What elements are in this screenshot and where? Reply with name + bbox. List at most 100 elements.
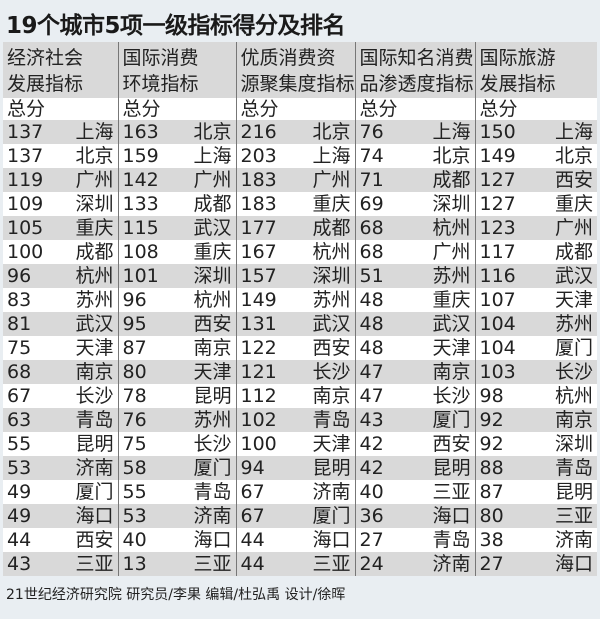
- score-cell: 105 重庆: [3, 216, 118, 240]
- score-cell: 24 济南: [354, 552, 475, 576]
- table-row: 75 天津 87 南京 122 西安 48 天津 104 厦门: [3, 336, 597, 360]
- score-value: 47: [359, 385, 384, 407]
- city-name: 重庆: [312, 193, 351, 215]
- city-name: 西安: [432, 433, 471, 455]
- city-name: 成都: [432, 169, 471, 191]
- score-cell: 51 苏州: [354, 264, 475, 288]
- score-cell: 42 昆明: [354, 456, 475, 480]
- table-row: 119 广州 142 广州 183 广州 71 成都 127 西安: [3, 168, 597, 192]
- score-value: 112: [240, 385, 277, 407]
- score-cell: 76 上海: [354, 120, 475, 144]
- table-row: 55 昆明 75 长沙 100 天津 42 西安 92 深圳: [3, 432, 597, 456]
- score-value: 107: [479, 289, 516, 311]
- score-value: 40: [122, 529, 147, 551]
- score-cell: 102 青岛: [235, 408, 355, 432]
- score-cell: 43 三亚: [3, 552, 118, 576]
- city-name: 杭州: [432, 217, 471, 239]
- score-value: 117: [479, 241, 516, 263]
- score-value: 83: [7, 289, 32, 311]
- header-line: 国际旅游: [479, 47, 556, 69]
- score-cell: 101 深圳: [117, 264, 236, 288]
- score-cell: 74 北京: [354, 144, 475, 168]
- city-name: 西安: [554, 169, 593, 191]
- table-row: 96 杭州 101 深圳 157 深圳 51 苏州 116 武汉: [3, 264, 597, 288]
- score-value: 121: [240, 361, 277, 383]
- total-score-label: 总分: [474, 98, 597, 120]
- score-cell: 183 广州: [235, 168, 355, 192]
- score-value: 159: [122, 145, 159, 167]
- score-cell: 122 西安: [235, 336, 355, 360]
- score-cell: 177 成都: [235, 216, 355, 240]
- city-name: 厦门: [432, 409, 471, 431]
- score-cell: 40 海口: [117, 528, 236, 552]
- city-name: 厦门: [312, 505, 351, 527]
- score-value: 96: [7, 265, 32, 287]
- score-value: 42: [359, 457, 384, 479]
- score-cell: 44 三亚: [235, 552, 355, 576]
- score-cell: 75 长沙: [117, 432, 236, 456]
- city-name: 广州: [432, 241, 471, 263]
- city-name: 南京: [75, 361, 114, 383]
- score-cell: 123 广州: [474, 216, 597, 240]
- column-header: 国际知名消费 品渗透度指标: [354, 42, 475, 98]
- table-row: 137 北京 159 上海 203 上海 74 北京 149 北京: [3, 144, 597, 168]
- city-name: 南京: [554, 409, 593, 431]
- city-name: 深圳: [312, 265, 351, 287]
- score-value: 104: [479, 313, 516, 335]
- table-row: 53 济南 58 厦门 94 昆明 42 昆明 88 青岛: [3, 456, 597, 480]
- table-row: 100 成都 108 重庆 167 杭州 68 广州 117 成都: [3, 240, 597, 264]
- city-name: 上海: [193, 145, 232, 167]
- score-cell: 68 杭州: [354, 216, 475, 240]
- city-name: 武汉: [554, 265, 593, 287]
- score-value: 67: [7, 385, 32, 407]
- score-cell: 44 西安: [3, 528, 118, 552]
- score-value: 55: [7, 433, 32, 455]
- score-cell: 80 天津: [117, 360, 236, 384]
- score-value: 100: [240, 433, 277, 455]
- city-name: 西安: [75, 529, 114, 551]
- city-name: 济南: [75, 457, 114, 479]
- score-cell: 159 上海: [117, 144, 236, 168]
- table-row: 49 海口 53 济南 67 厦门 36 海口 80 三亚: [3, 504, 597, 528]
- score-cell: 49 海口: [3, 504, 118, 528]
- city-name: 广州: [312, 169, 351, 191]
- score-cell: 163 北京: [117, 120, 236, 144]
- city-name: 北京: [193, 121, 232, 143]
- score-value: 63: [7, 409, 32, 431]
- score-value: 27: [479, 553, 504, 575]
- subheader-row: 总分 总分 总分 总分 总分: [3, 98, 597, 120]
- score-cell: 83 苏州: [3, 288, 118, 312]
- city-name: 苏州: [193, 409, 232, 431]
- score-value: 78: [122, 385, 147, 407]
- score-cell: 47 南京: [354, 360, 475, 384]
- score-cell: 94 昆明: [235, 456, 355, 480]
- score-cell: 157 深圳: [235, 264, 355, 288]
- score-value: 48: [359, 313, 384, 335]
- score-value: 100: [7, 241, 44, 263]
- column-header: 优质消费资 源聚集度指标: [235, 42, 355, 98]
- city-name: 海口: [312, 529, 351, 551]
- table-row: 44 西安 40 海口 44 海口 27 青岛 38 济南: [3, 528, 597, 552]
- city-name: 长沙: [432, 385, 471, 407]
- city-name: 青岛: [432, 529, 471, 551]
- score-value: 13: [122, 553, 147, 575]
- total-score-label: 总分: [235, 98, 355, 120]
- score-cell: 98 杭州: [474, 384, 597, 408]
- score-cell: 44 海口: [235, 528, 355, 552]
- city-name: 杭州: [75, 265, 114, 287]
- score-cell: 53 济南: [117, 504, 236, 528]
- score-cell: 36 海口: [354, 504, 475, 528]
- table-row: 68 南京 80 天津 121 长沙 47 南京 103 长沙: [3, 360, 597, 384]
- score-value: 68: [359, 241, 384, 263]
- city-name: 三亚: [432, 481, 471, 503]
- score-cell: 67 济南: [235, 480, 355, 504]
- score-cell: 142 广州: [117, 168, 236, 192]
- city-name: 苏州: [432, 265, 471, 287]
- score-cell: 203 上海: [235, 144, 355, 168]
- score-value: 102: [240, 409, 277, 431]
- city-name: 三亚: [312, 553, 351, 575]
- score-cell: 78 昆明: [117, 384, 236, 408]
- city-name: 天津: [432, 337, 471, 359]
- city-name: 重庆: [554, 193, 593, 215]
- score-cell: 58 厦门: [117, 456, 236, 480]
